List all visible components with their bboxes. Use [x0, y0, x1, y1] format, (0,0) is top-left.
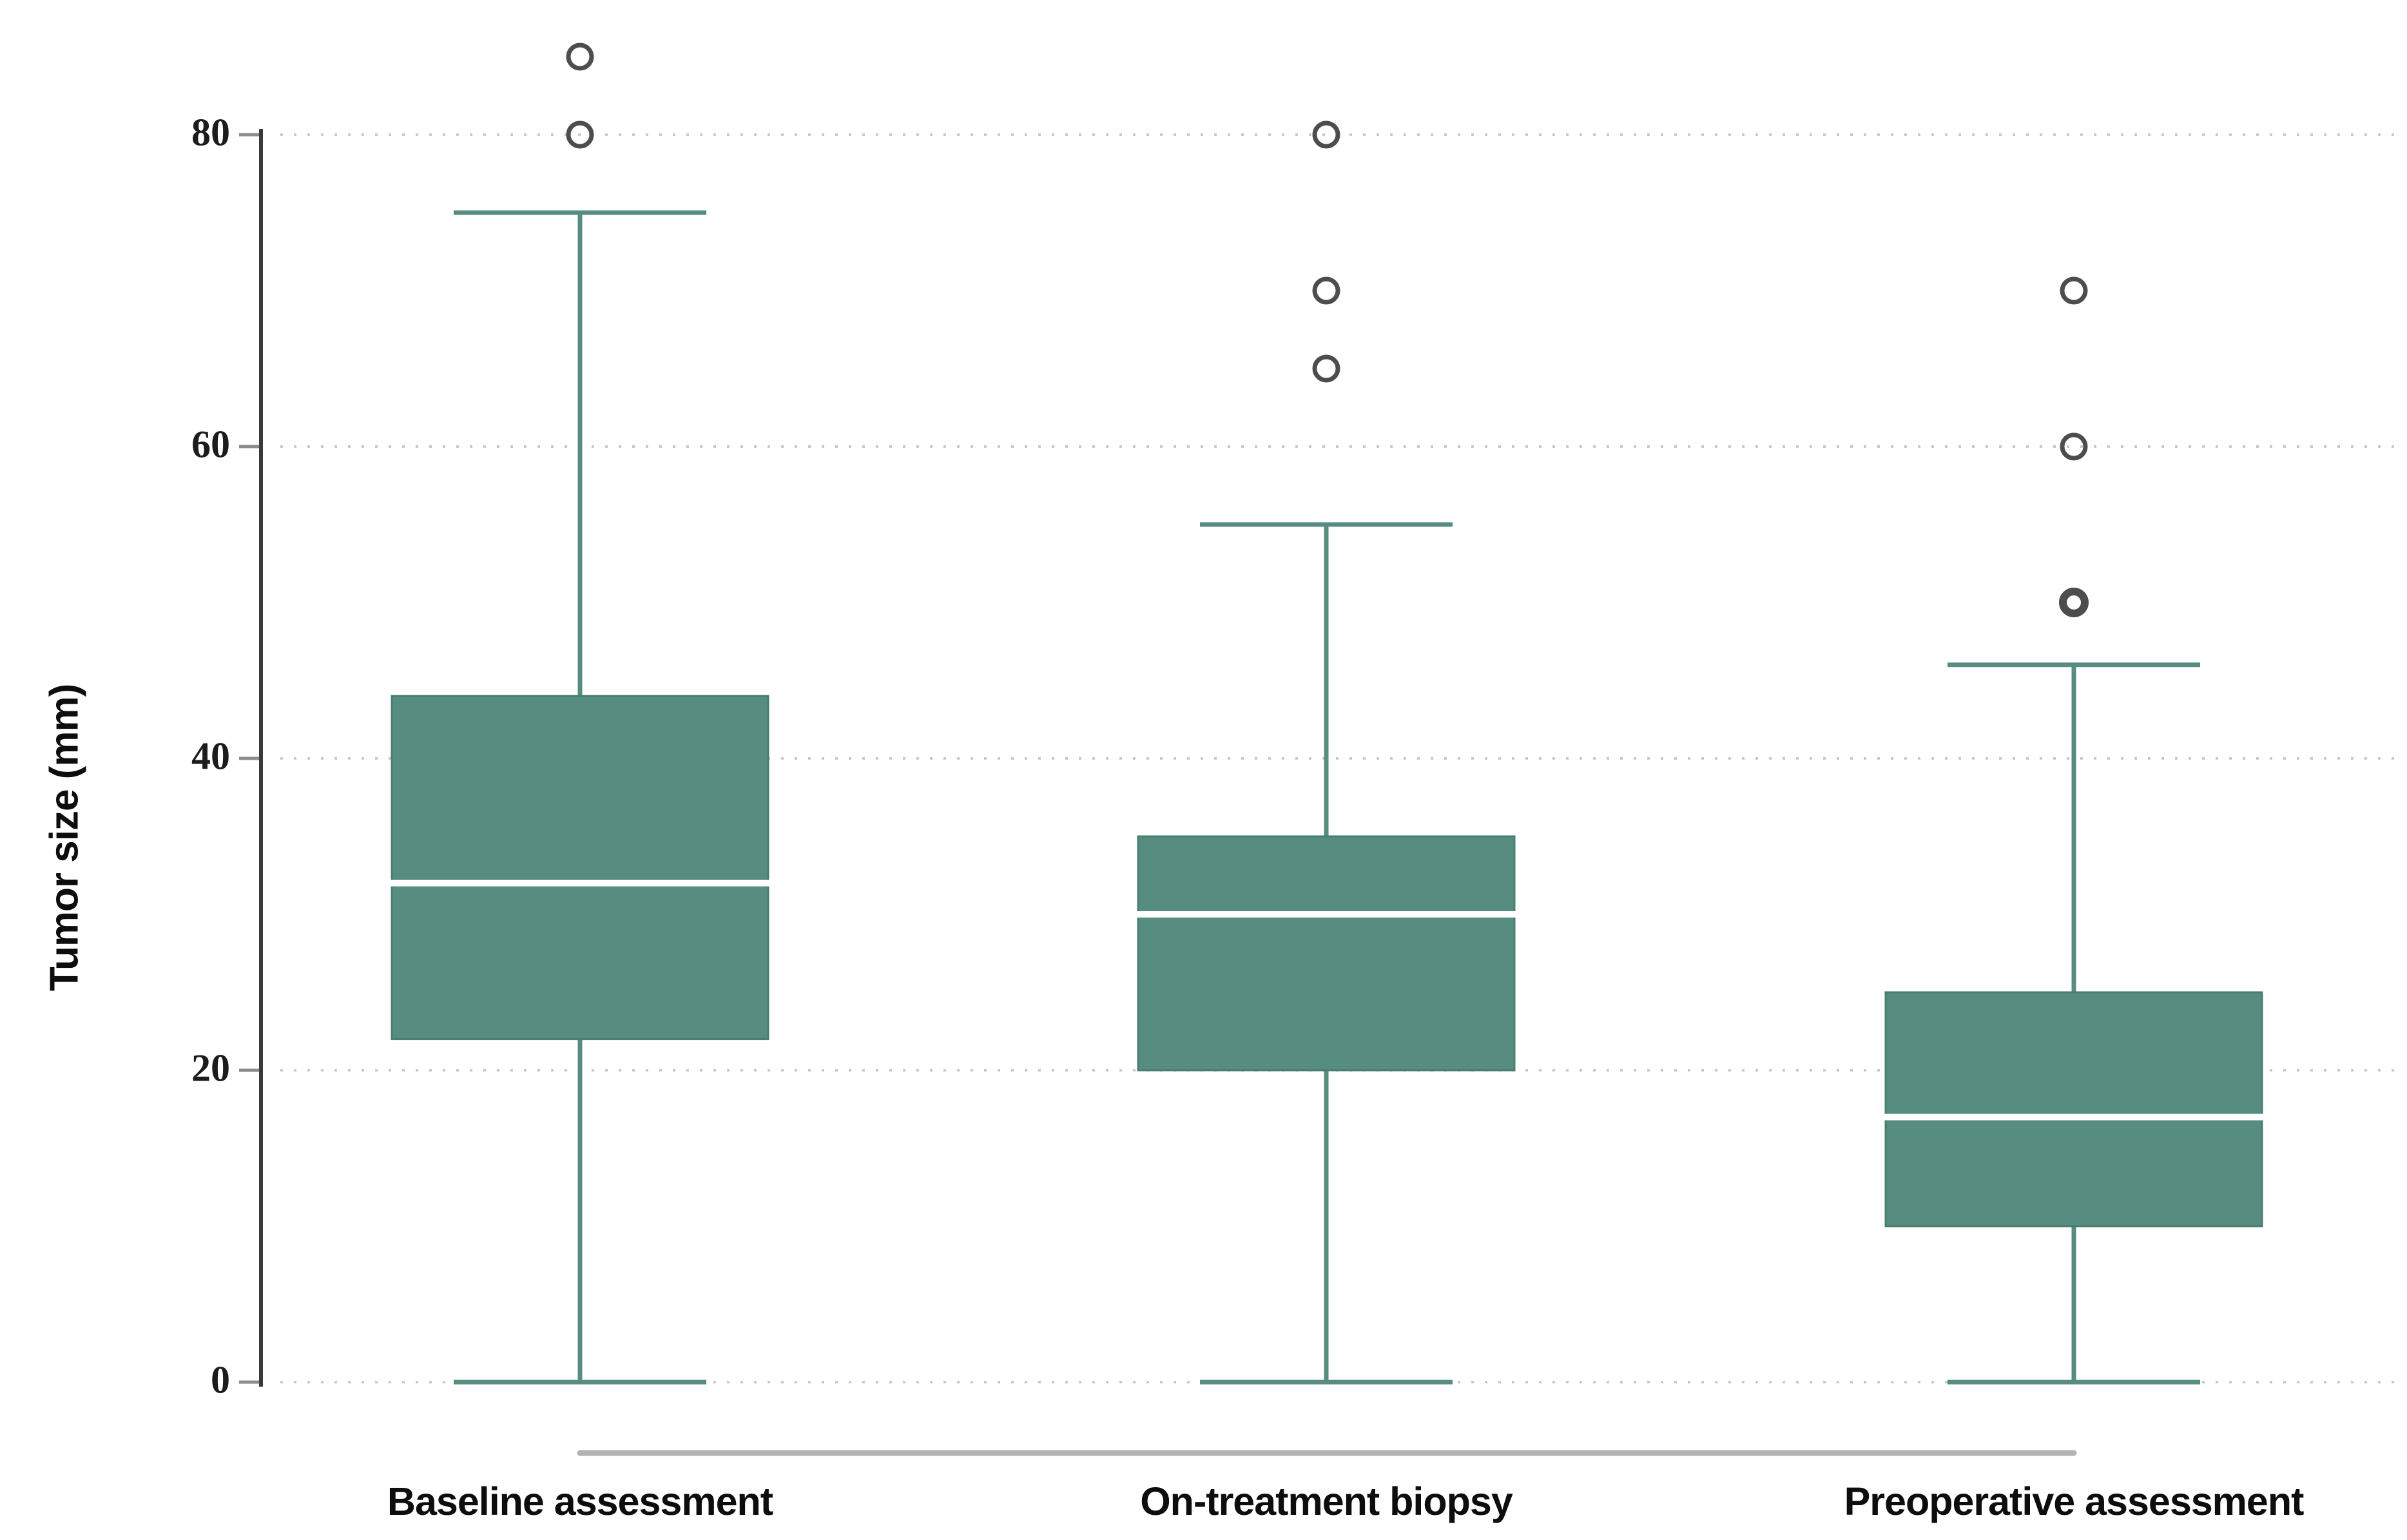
- outlier-0-80: [566, 120, 594, 149]
- outlier-1-65: [1312, 354, 1340, 383]
- y-axis-title: Tumor size (mm): [42, 684, 87, 992]
- y-tick-label-80: 80: [191, 111, 230, 154]
- outlier-1-70: [1312, 276, 1340, 305]
- x-category-label-1: On-treatment biopsy: [1140, 1479, 1513, 1523]
- outlier-1-80: [1312, 120, 1340, 149]
- iqr-box-1: [1137, 835, 1516, 1072]
- iqr-box-2: [1884, 991, 2263, 1227]
- y-tick-label-20: 20: [191, 1046, 230, 1090]
- x-category-label-2: Preoperative assessment: [1844, 1479, 2305, 1523]
- x-category-label-0: Baseline assessment: [387, 1479, 773, 1523]
- iqr-box-0: [391, 695, 769, 1041]
- y-tick-label-40: 40: [191, 735, 230, 778]
- y-tick-label-60: 60: [191, 423, 230, 466]
- outlier-0-85: [566, 43, 594, 71]
- outlier-2-50: [2059, 588, 2089, 617]
- y-tick-label-0: 0: [211, 1358, 230, 1401]
- outlier-2-70: [2060, 276, 2088, 305]
- outlier-2-60: [2060, 432, 2088, 461]
